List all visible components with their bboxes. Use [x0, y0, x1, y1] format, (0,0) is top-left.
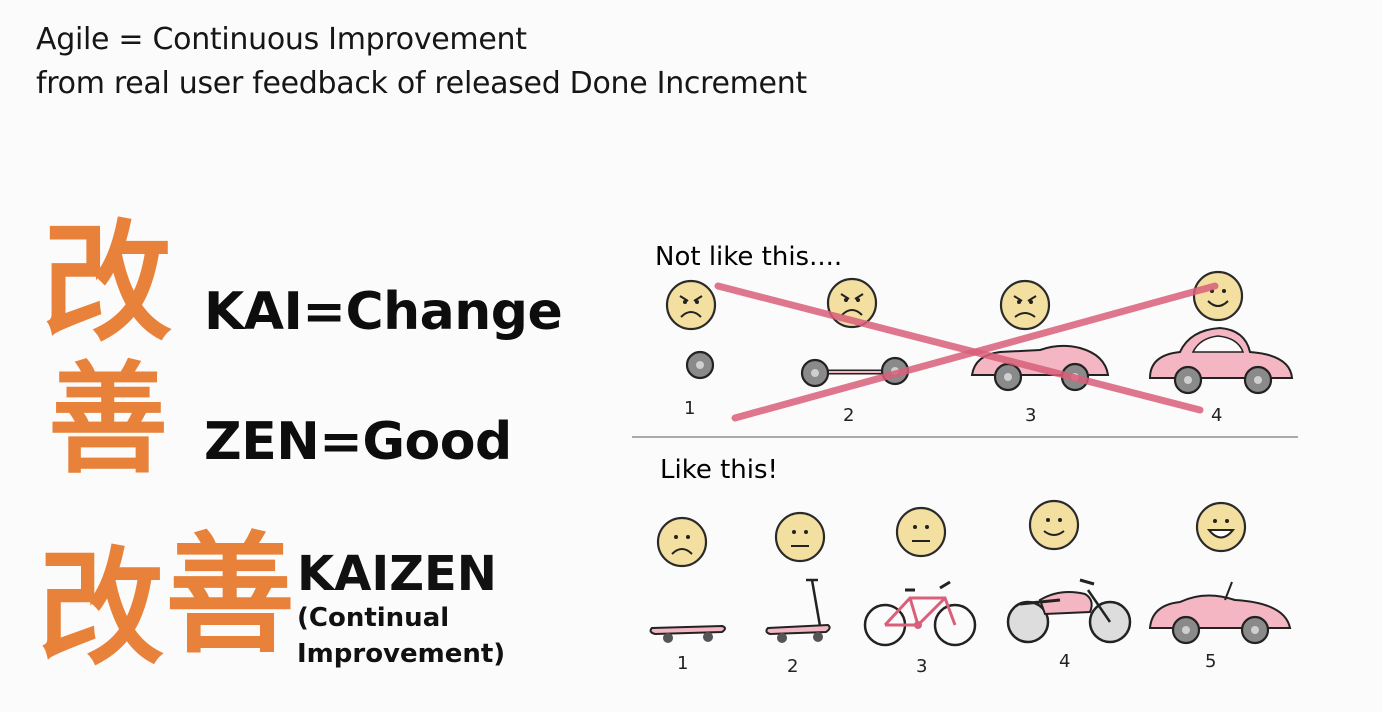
bottom-number-4: 4	[1059, 651, 1070, 672]
top-stage-2-axle	[800, 356, 910, 388]
cross-line-1	[714, 282, 1204, 414]
header-line-2: from real user feedback of released Done…	[36, 66, 807, 101]
kai-change-label: KAI=Change	[204, 282, 563, 342]
bottom-number-2: 2	[787, 656, 798, 677]
bottom-face-2	[774, 511, 826, 563]
kanji-kai: 改	[42, 206, 173, 359]
top-face-3	[999, 279, 1051, 331]
top-number-3: 3	[1025, 405, 1036, 426]
kanji-kaizen-kai: 改	[38, 534, 164, 682]
bottom-number-5: 5	[1205, 651, 1216, 672]
bottom-face-5	[1195, 501, 1247, 553]
bottom-number-3: 3	[916, 656, 927, 677]
top-number-1: 1	[684, 398, 695, 419]
bottom-stage-3-bicycle	[863, 580, 977, 647]
top-face-4	[1192, 270, 1244, 322]
kaizen-sub-1: (Continual	[297, 603, 450, 633]
bottom-face-4	[1028, 499, 1080, 551]
bottom-number-1: 1	[677, 653, 688, 674]
top-number-4: 4	[1211, 405, 1222, 426]
kaizen-label: KAIZEN	[297, 546, 497, 602]
bottom-stage-1-skateboard	[649, 624, 726, 643]
header: Agile = Continuous Improvement from real…	[36, 18, 807, 106]
top-face-2	[826, 277, 878, 329]
bottom-stage-2-scooter	[765, 578, 831, 643]
top-number-2: 2	[843, 405, 854, 426]
cross-line-2	[731, 282, 1219, 422]
like-this-label: Like this!	[660, 455, 778, 485]
kanji-zen: 善	[48, 349, 168, 490]
not-like-this-label: Not like this....	[655, 242, 842, 272]
top-stage-3-body	[970, 344, 1110, 392]
top-stage-4-car	[1148, 326, 1294, 395]
kaizen-sub-2: Improvement)	[297, 639, 506, 669]
header-line-1: Agile = Continuous Improvement	[36, 22, 527, 57]
bottom-face-1	[656, 516, 708, 568]
bottom-stage-4-motorcycle	[1006, 578, 1132, 644]
bottom-stage-5-car	[1148, 581, 1292, 645]
kaizen-block: KAIZEN (Continual Improvement)	[297, 548, 505, 672]
zen-good-label: ZEN=Good	[204, 412, 512, 472]
bottom-face-3	[895, 506, 947, 558]
top-face-1	[665, 279, 717, 331]
kanji-kaizen-zen: 善	[165, 518, 296, 671]
top-stage-1-wheel	[685, 350, 715, 380]
